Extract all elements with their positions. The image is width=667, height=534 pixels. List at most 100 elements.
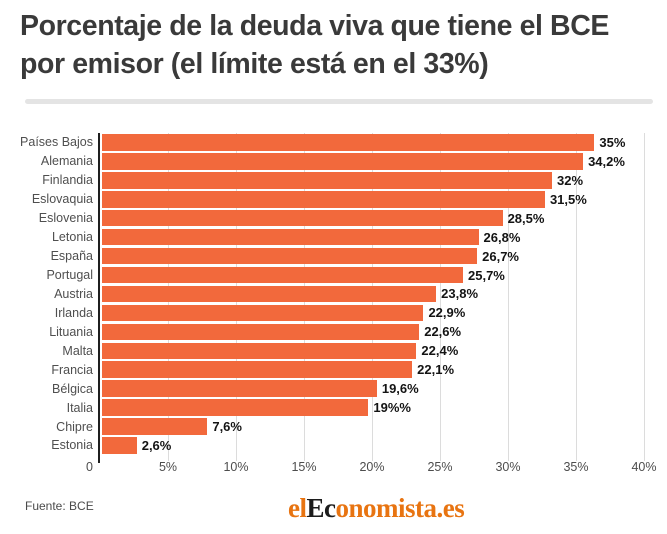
bar-track: 26,7% [100, 247, 667, 266]
value-label: 19,6% [381, 381, 419, 397]
category-label: Chipre [56, 419, 93, 434]
bar-chart: Países Bajos 35% Alemania 34,2% Finlandia 32%… [0, 133, 667, 474]
table-row: Chipre 7,6% [0, 417, 667, 436]
x-tick-label: 20% [359, 460, 385, 474]
bar [102, 247, 478, 265]
bar [102, 191, 545, 208]
value-label: 22,4% [421, 343, 459, 359]
bar [102, 437, 137, 454]
table-row: Irlanda 22,9% [0, 303, 667, 322]
category-label: Letonia [51, 230, 93, 245]
bar-track: 34,2% [100, 152, 667, 171]
table-row: Estonia 2,6% [0, 436, 667, 455]
bar [102, 361, 413, 378]
gridline-30 [508, 133, 509, 461]
logo-text-part: onomista.es [335, 493, 465, 523]
x-tick-label: 5% [158, 460, 178, 474]
table-row: Alemania 34,2% [0, 152, 667, 171]
y-axis-line [98, 133, 100, 463]
gridline-35 [576, 133, 577, 461]
bar-rows: Países Bajos 35% Alemania 34,2% Finlandia 32%… [0, 133, 667, 455]
table-row: Malta 22,4% [0, 341, 667, 360]
value-label: 22,6% [424, 324, 462, 340]
category-label: Francia [51, 362, 93, 377]
table-row: Italia 19%% [0, 398, 667, 417]
bar-track: 22,9% [100, 303, 667, 322]
value-label: 23,8% [441, 286, 479, 302]
category-label: Portugal [46, 268, 93, 283]
bar-track: 28,5% [100, 209, 667, 228]
bar [102, 323, 420, 341]
logo-text-part: el [288, 493, 307, 523]
bar [102, 209, 503, 227]
bar-track: 26,8% [100, 228, 667, 247]
category-label: Alemania [40, 154, 93, 169]
category-label: España [50, 249, 93, 264]
bar-track: 19%% [100, 398, 667, 417]
table-row: Países Bajos 35% [0, 133, 667, 152]
bar-track: 35% [100, 133, 667, 152]
bar-track: 2,6% [100, 436, 667, 455]
category-label: Irlanda [54, 305, 93, 320]
bar-track: 32% [100, 171, 667, 190]
bar [102, 342, 417, 360]
x-tick-label: 25% [427, 460, 453, 474]
x-tick-label: 40% [631, 460, 657, 474]
x-tick-label: 30% [495, 460, 521, 474]
source-note: Fuente: BCE [25, 499, 94, 513]
value-label: 31,5% [549, 191, 587, 207]
x-tick-label: 0 [86, 460, 93, 474]
bar [102, 266, 463, 284]
bar-track: 7,6% [100, 417, 667, 436]
value-label: 35% [599, 134, 626, 150]
value-label: 22,1% [417, 362, 455, 378]
category-label: Bélgica [52, 381, 93, 396]
logo-text-part: Ec [306, 493, 337, 523]
bar [102, 228, 479, 246]
x-axis: 0 5% 10% 15% 20% 25% 30% 35% 40% [86, 460, 656, 478]
table-row: Eslovenia 28,5% [0, 209, 667, 228]
bar [102, 304, 424, 322]
table-row: Letonia 26,8% [0, 228, 667, 247]
table-row: Francia 22,1% [0, 360, 667, 379]
value-label: 32% [557, 172, 584, 188]
value-label: 26,8% [483, 229, 521, 245]
bar-track: 19,6% [100, 379, 667, 398]
bar [102, 172, 552, 189]
table-row: España 26,7% [0, 247, 667, 266]
value-label: 22,9% [428, 305, 466, 321]
category-label: Lituania [49, 324, 93, 339]
category-label: Malta [62, 343, 93, 358]
value-label: 2,6% [141, 437, 172, 453]
chart-title: Porcentaje de la deuda viva que tiene el… [20, 10, 610, 80]
x-tick-label: 35% [563, 460, 589, 474]
table-row: Austria 23,8% [0, 285, 667, 304]
table-row: Lituania 22,6% [0, 322, 667, 341]
table-row: Finlandia 32% [0, 171, 667, 190]
bar-track: 31,5% [100, 190, 667, 209]
category-label: Finlandia [42, 173, 93, 188]
bar-track: 22,4% [100, 341, 667, 360]
bar-track: 25,7% [100, 266, 667, 285]
value-label: 7,6% [212, 419, 242, 435]
bar [102, 418, 208, 435]
bar [102, 134, 595, 151]
bar-track: 22,1% [100, 360, 667, 379]
value-label: 28,5% [507, 210, 545, 226]
category-label: Países Bajos [20, 135, 93, 150]
category-label: Eslovenia [38, 211, 93, 226]
bar-track: 23,8% [100, 285, 667, 304]
x-tick-label: 15% [291, 460, 317, 474]
category-label: Estonia [51, 438, 93, 453]
x-tick-label: 10% [223, 460, 249, 474]
table-row: Eslovaquia 31,5% [0, 190, 667, 209]
title-divider [25, 99, 653, 104]
category-label: Italia [66, 400, 93, 415]
table-row: Portugal 25,7% [0, 266, 667, 285]
table-row: Bélgica 19,6% [0, 379, 667, 398]
gridline-25 [440, 133, 441, 461]
value-label: 34,2% [588, 153, 625, 169]
bar-track: 22,6% [100, 322, 667, 341]
bar [102, 285, 437, 303]
bar [102, 399, 369, 416]
